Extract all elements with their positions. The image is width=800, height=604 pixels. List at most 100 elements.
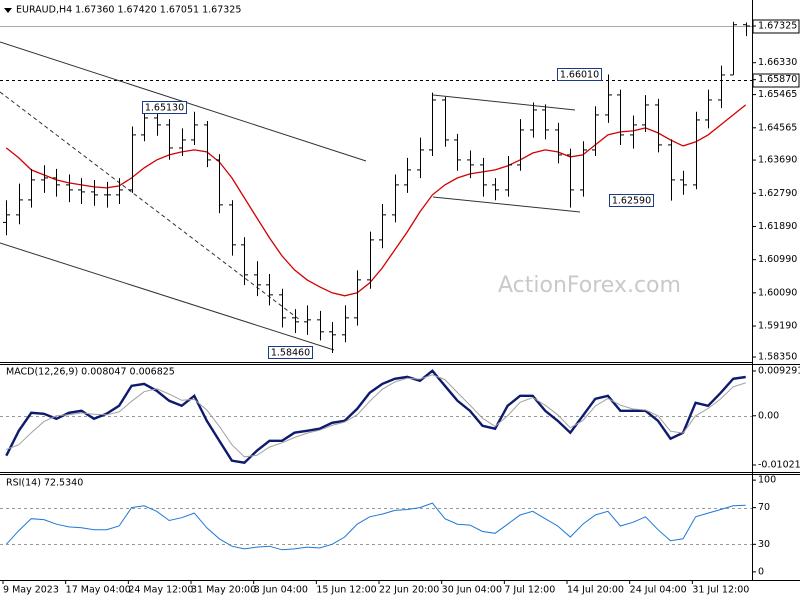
price-bar: [342, 305, 349, 343]
watermark: ActionForex.com: [498, 273, 681, 298]
y-tick-label: 1.58350: [758, 352, 797, 363]
y-tick-label: 0: [758, 566, 764, 577]
price-bar: [429, 92, 436, 157]
price-bar: [454, 133, 461, 171]
price-bar: [66, 174, 73, 203]
price-bar: [28, 168, 35, 208]
price-bar: [680, 170, 687, 195]
price-bar: [216, 154, 223, 214]
price-bar: [329, 321, 336, 353]
price-bar: [668, 139, 675, 201]
y-tick-label: 1.65870: [758, 74, 797, 85]
y-tick-label: 1.67325: [758, 21, 797, 32]
price-bar: [116, 178, 123, 204]
rsi-title: RSI(14) 72.5340: [6, 478, 83, 489]
y-tick-label: 1.66330: [758, 57, 797, 68]
menu-arrow: [4, 8, 12, 13]
price-bar: [16, 183, 23, 225]
price-bar: [41, 165, 48, 193]
x-tick-label: 8 Jun 04:00: [254, 585, 308, 596]
y-tick-label: 0.009291: [758, 365, 800, 376]
price-bar: [179, 128, 186, 157]
x-tick-label: 31 May 20:00: [191, 585, 256, 596]
y-tick-label: 1.65465: [758, 89, 797, 100]
price-bar: [379, 203, 386, 249]
price-bar: [743, 22, 750, 37]
x-tick-label: 17 May 04:00: [66, 585, 131, 596]
price-bar: [53, 168, 60, 197]
price-bar: [279, 288, 286, 328]
y-tick-label: 100: [758, 475, 776, 486]
price-bar: [392, 174, 399, 223]
price-bar: [693, 111, 700, 190]
price-bar: [480, 157, 487, 197]
indicator-line: [5, 502, 746, 551]
price-bar: [241, 237, 248, 286]
price-bar: [617, 89, 624, 145]
price-bar: [367, 231, 374, 289]
x-tick-label: 14 Jul 20:00: [567, 585, 624, 596]
y-tick-label: 1.60990: [758, 254, 797, 265]
price-bar: [705, 89, 712, 129]
price-bar: [467, 150, 474, 179]
indicator-line: [6, 374, 746, 458]
indicator-line: [5, 369, 746, 464]
y-tick-label: 1.61890: [758, 221, 797, 232]
price-bar: [78, 178, 85, 204]
annotation: 1.65130: [145, 103, 184, 114]
price-bar: [567, 148, 574, 208]
y-tick-label: 1.64565: [758, 122, 797, 133]
x-tick-label: 30 Jun 04:00: [442, 585, 502, 596]
price-bar: [642, 95, 649, 133]
x-tick-label: 24 Jul 04:00: [630, 585, 687, 596]
price-bar: [204, 120, 211, 168]
x-tick-label: 15 Jun 12:00: [316, 585, 376, 596]
price-bar: [592, 106, 599, 157]
price-bar: [229, 200, 236, 256]
annotation-box: [609, 194, 654, 207]
price-bar: [254, 261, 261, 297]
x-tick-label: 31 Jul 12:00: [692, 585, 749, 596]
y-tick-label: 1.62790: [758, 188, 797, 199]
price-bar: [580, 141, 587, 197]
y-tick-label: 1.63690: [758, 155, 797, 166]
annotation: 1.58460: [271, 348, 310, 359]
price-bar: [266, 274, 273, 306]
y-tick-label: 1.60090: [758, 287, 797, 298]
price-bar: [730, 21, 737, 76]
trend-line: [0, 242, 335, 351]
annotation: 1.62590: [612, 196, 651, 207]
price-bar: [404, 157, 411, 193]
chart-title: EURAUD,H4 1.67360 1.67420 1.67051 1.6732…: [16, 5, 241, 16]
price-bar: [530, 102, 537, 138]
price-bar: [655, 98, 662, 153]
annotation-box: [268, 346, 313, 359]
moving-average: [5, 104, 747, 297]
price-bar: [505, 156, 512, 197]
price-bar: [605, 74, 612, 123]
y-tick-label: 0.00: [758, 410, 779, 421]
price-label-box: [752, 73, 800, 88]
x-tick-label: 22 Jun 20:00: [379, 585, 439, 596]
price-bar: [191, 111, 198, 145]
price-bar: [317, 310, 324, 341]
price-bar: [166, 119, 173, 160]
price-bar: [354, 270, 361, 326]
price-bar: [304, 305, 311, 335]
x-tick-label: 7 Jul 12:00: [504, 585, 555, 596]
price-bar: [718, 65, 725, 109]
price-bar: [517, 119, 524, 171]
price-bar: [442, 97, 449, 147]
price-bar: [417, 137, 424, 179]
y-tick-label: 1.59190: [758, 321, 797, 332]
price-bar: [129, 126, 136, 193]
price-bar: [154, 109, 161, 136]
x-tick-label: 9 May 2023: [3, 585, 59, 596]
annotation-box: [142, 101, 187, 114]
price-bar: [630, 115, 637, 149]
trend-line: [432, 196, 581, 213]
macd-title: MACD(12,26,9) 0.008047 0.006825: [6, 367, 175, 378]
